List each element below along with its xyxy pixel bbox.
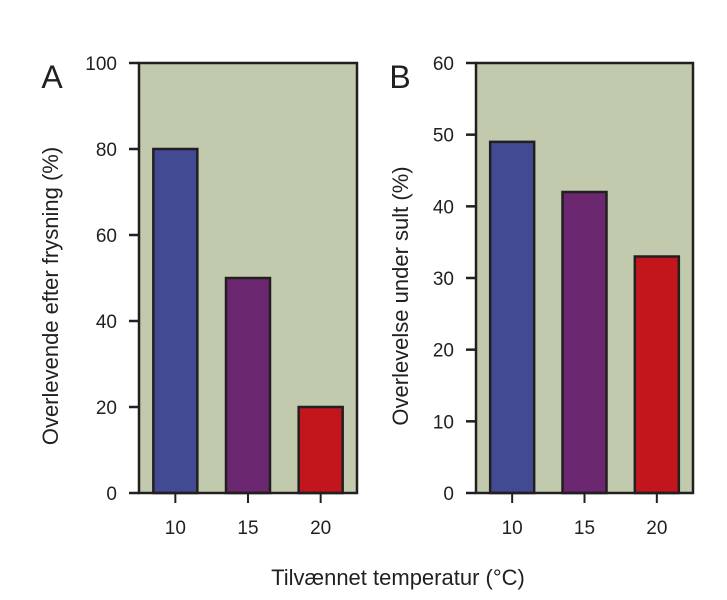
bar-15 [224, 276, 272, 495]
x-tick-label: 15 [574, 518, 595, 539]
y-tick-label: 40 [433, 197, 454, 218]
y-axis-label: Overlevende efter frysning (%) [38, 147, 63, 445]
y-tick-label: 30 [433, 269, 454, 290]
y-tick-label: 80 [96, 140, 117, 161]
bar-15 [561, 190, 608, 495]
x-tick-label: 15 [237, 518, 258, 539]
x-tick-label: 10 [502, 518, 523, 539]
y-tick-label: 20 [433, 341, 454, 362]
panel-a: 10 15 20 0 20 40 60 80 100 Overlevende efter frys… [38, 54, 359, 539]
y-axis-label: Overlevelse under sult (%) [388, 166, 413, 425]
plot-frame [137, 61, 359, 495]
panel-b: 10 15 20 0 10 20 30 40 50 60 Overlevelse under sul… [388, 54, 695, 539]
y-tick-label: 40 [96, 312, 117, 333]
bar-10 [488, 140, 536, 495]
y-tick-label: 20 [96, 398, 117, 419]
panel-label: A [41, 59, 63, 95]
y-tick-label: 50 [433, 126, 454, 147]
y-tick-label: 60 [433, 54, 454, 75]
y-tick-label: 60 [96, 226, 117, 247]
y-tick-label: 100 [85, 54, 117, 75]
bar-20 [633, 255, 681, 495]
x-tick-label: 20 [646, 518, 667, 539]
y-tick-label: 10 [433, 412, 454, 433]
y-tick-label: 0 [443, 484, 454, 505]
bar-10 [152, 147, 199, 495]
x-tick-label: 20 [310, 518, 331, 539]
x-axis-label: Tilvænnet temperatur (°C) [271, 565, 525, 590]
panel-label: B [389, 59, 410, 95]
bar-20 [297, 405, 344, 495]
x-tick-label: 10 [165, 518, 186, 539]
y-tick-label: 0 [106, 484, 117, 505]
